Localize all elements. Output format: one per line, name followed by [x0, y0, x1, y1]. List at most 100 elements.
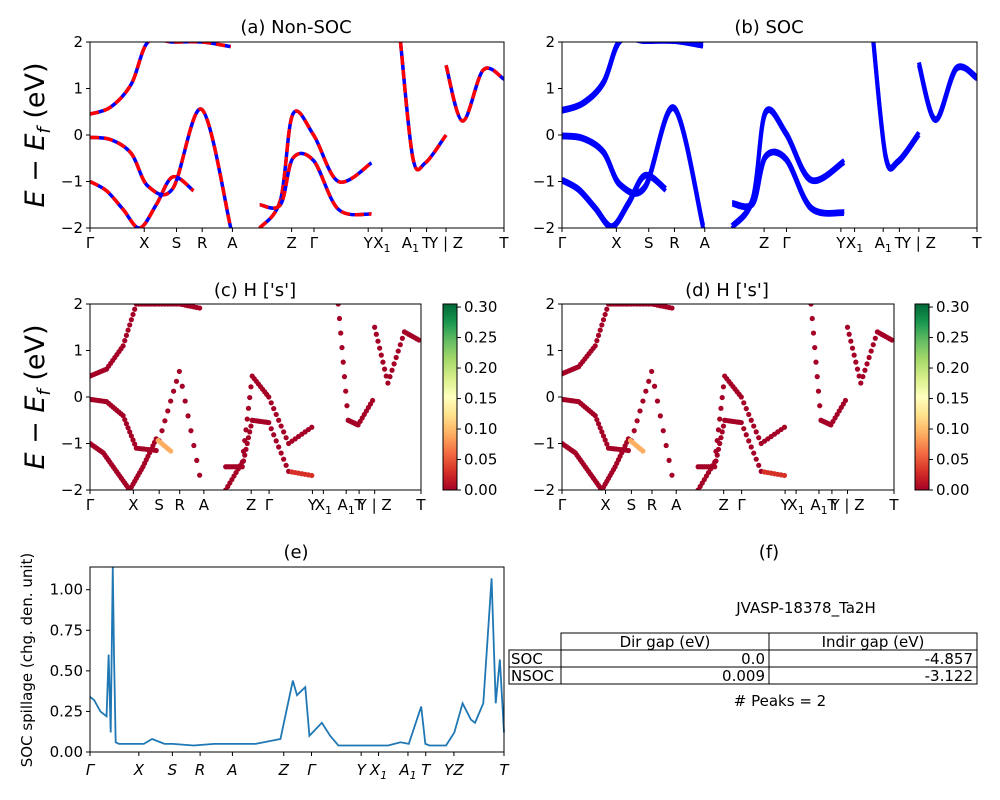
y-tick-label: −1	[61, 173, 83, 191]
band-point	[595, 332, 602, 338]
band-point	[817, 403, 823, 409]
x-tick-label: Z	[759, 234, 769, 252]
colorbar-gradient	[442, 303, 458, 491]
band-point	[753, 456, 759, 462]
band-point	[281, 456, 287, 462]
band-point	[753, 429, 759, 435]
band-point	[718, 405, 724, 411]
y-tick-label: 2	[73, 295, 83, 313]
panel-d-title: (d) H ['s']	[685, 280, 769, 301]
band-point	[247, 394, 253, 401]
band-point	[720, 423, 727, 429]
band-point	[853, 359, 859, 365]
band-point	[244, 416, 250, 422]
table-cell-indir: -3.122	[925, 667, 973, 685]
x-tick-label: X	[611, 234, 621, 252]
band-point	[741, 426, 747, 432]
band-point	[170, 388, 177, 394]
band-point	[127, 429, 133, 435]
x-tick-label: Y	[780, 496, 791, 514]
band-point	[377, 345, 383, 351]
band-point	[720, 384, 727, 390]
colorbar-tick-label: 0.10	[464, 420, 497, 438]
x-tick-label: Z	[719, 496, 729, 514]
band-point	[372, 324, 378, 330]
gap-table: JVASP-18378_Ta2H Dir gap (eV) Indir gap …	[508, 599, 978, 710]
plot-area	[562, 304, 894, 490]
band-line	[562, 171, 668, 228]
band-point	[660, 428, 666, 434]
band-point	[844, 324, 851, 330]
band-point	[756, 462, 762, 468]
x-tick-label: A1	[338, 496, 355, 517]
band-point	[743, 432, 749, 438]
band-point	[247, 429, 253, 435]
x-tick-label: Γ	[558, 234, 567, 252]
x-tick-label: Y	[363, 234, 374, 252]
band-point	[336, 315, 343, 322]
band-line	[916, 61, 977, 121]
band-point	[381, 366, 388, 372]
x-tick-label: T	[826, 496, 837, 514]
x-tick-label: A	[227, 234, 238, 252]
band-point	[266, 419, 272, 426]
band-point	[239, 464, 245, 470]
x-tick-label: A1	[398, 761, 416, 782]
band-line	[731, 148, 845, 214]
peaks-count: # Peaks = 2	[734, 692, 826, 710]
band-point	[122, 417, 128, 423]
band-point	[244, 440, 250, 447]
x-tick-label: Y | Z	[428, 234, 463, 252]
x-tick-label: R	[669, 234, 679, 252]
x-tick-label: S	[154, 496, 164, 514]
band-line	[90, 107, 233, 228]
band-point	[378, 352, 384, 358]
band-point	[127, 322, 133, 328]
band-point	[393, 354, 399, 361]
band-point	[743, 406, 749, 412]
band-point	[132, 441, 138, 447]
band-point	[128, 317, 134, 323]
band-point	[273, 438, 279, 444]
colorbar-tick-label: 0.00	[464, 481, 497, 499]
x-tick-label: R	[197, 234, 207, 252]
band-point	[242, 452, 248, 458]
band-point	[197, 472, 203, 478]
band-point	[338, 330, 344, 336]
colorbar-tick-label: 0.25	[936, 329, 969, 347]
band-point	[173, 378, 180, 384]
band-point	[122, 338, 128, 344]
y-tick-label: −1	[533, 435, 555, 453]
plot-area	[90, 42, 504, 228]
table-col-indir: Indir gap (eV)	[822, 633, 925, 651]
band-point	[849, 345, 856, 351]
y-tick-label: 0.75	[50, 621, 83, 639]
x-tick-label: A	[700, 234, 711, 252]
x-tick-label: S	[644, 234, 654, 252]
band-point	[741, 400, 747, 406]
x-tick-label: Y	[835, 234, 846, 252]
band-point	[640, 398, 646, 404]
x-tick-label: Z	[278, 761, 290, 779]
y-tick-label: 1	[73, 80, 83, 98]
band-ylabel-top: E − Ef (eV)	[20, 63, 55, 208]
band-point	[165, 408, 171, 414]
band-point	[240, 458, 247, 464]
band-point	[125, 327, 131, 333]
band-line	[259, 151, 372, 217]
x-tick-label: Γ	[86, 234, 95, 252]
band-point	[385, 380, 391, 386]
y-tick-label: −2	[61, 219, 83, 237]
band-point	[657, 413, 663, 419]
colorbar-tick-label: 0.15	[936, 390, 969, 408]
band-point	[176, 368, 182, 375]
band-point	[375, 338, 381, 344]
spillage-plot	[89, 566, 505, 747]
band-point	[631, 428, 637, 434]
band-line	[90, 42, 232, 116]
x-tick-label: Γ	[310, 234, 319, 252]
band-point	[781, 424, 788, 430]
band-point	[714, 452, 720, 458]
y-tick-label: 0	[545, 388, 555, 406]
